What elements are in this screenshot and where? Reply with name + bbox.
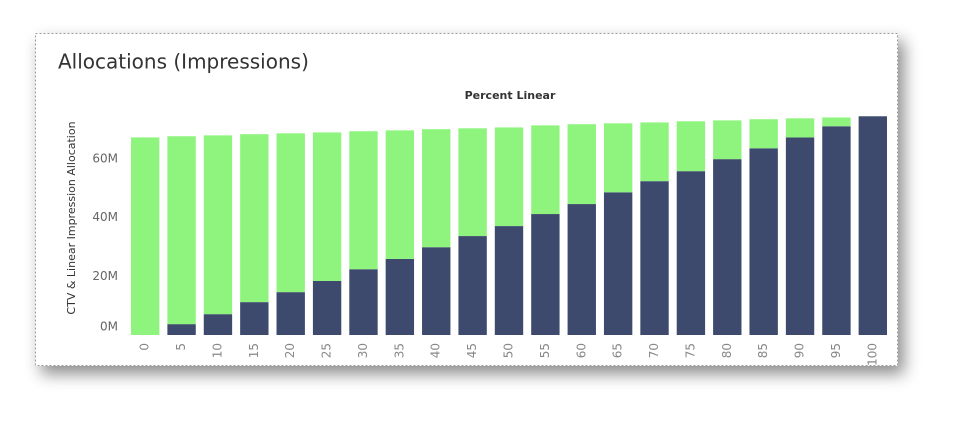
x-tick-label: 65 — [611, 343, 625, 358]
x-tick-label: 90 — [793, 343, 807, 358]
bar-segment — [676, 171, 706, 335]
bar-segment — [567, 204, 596, 335]
bar-segment — [240, 134, 269, 303]
card-border — [35, 33, 898, 366]
x-tick-label: 10 — [210, 343, 224, 358]
bar-segment — [822, 126, 851, 335]
bar-segment — [312, 132, 342, 281]
bar-segment — [422, 247, 451, 335]
bar-segment — [167, 136, 196, 325]
x-tick-label: 75 — [683, 343, 697, 358]
y-tick-label: 0M — [100, 320, 118, 334]
x-tick-label: 100 — [865, 343, 879, 366]
bar-segment — [676, 121, 706, 172]
bar-segment — [422, 129, 451, 248]
bar-segment — [458, 236, 487, 335]
x-tick-label: 70 — [647, 343, 661, 358]
x-tick-label: 60 — [574, 343, 588, 358]
x-tick-label: 40 — [429, 343, 443, 358]
y-tick-label: 60M — [92, 151, 118, 165]
y-tick-label: 40M — [92, 210, 118, 224]
bar-segment — [203, 314, 233, 335]
bar-segment — [531, 214, 560, 335]
x-axis-title: Percent Linear — [465, 89, 556, 102]
bar-segment — [349, 131, 378, 270]
bar-segment — [531, 125, 560, 215]
bar-segment — [713, 159, 742, 335]
chart-title: Allocations (Impressions) — [58, 50, 309, 74]
x-tick-label: 85 — [756, 343, 770, 358]
bar-segment — [640, 122, 669, 182]
bar-segment — [131, 137, 160, 335]
bar-segment — [167, 324, 196, 335]
bar-segment — [312, 280, 342, 335]
bar-segment — [203, 135, 233, 315]
bar-segment — [385, 258, 415, 335]
bar-segment — [749, 119, 778, 149]
bar-segment — [822, 117, 851, 127]
x-tick-label: 20 — [283, 343, 297, 358]
x-tick-label: 55 — [538, 343, 552, 358]
bar-segment — [349, 269, 378, 335]
bar-segment — [603, 192, 633, 335]
bar-segment — [494, 127, 524, 227]
x-tick-label: 80 — [720, 343, 734, 358]
bar-segment — [240, 302, 269, 335]
bar-segment — [785, 118, 815, 138]
x-tick-label: 0 — [138, 343, 152, 351]
x-tick-label: 5 — [174, 343, 188, 351]
x-tick-label: 35 — [392, 343, 406, 358]
x-tick-label: 45 — [465, 343, 479, 358]
bar-segment — [458, 128, 487, 237]
bar-segment — [603, 123, 633, 193]
x-tick-label: 95 — [829, 343, 843, 358]
x-tick-label: 25 — [320, 343, 334, 358]
bar-segment — [276, 292, 305, 335]
bar-segment — [276, 133, 305, 293]
x-tick-label: 30 — [356, 343, 370, 358]
bar-segment — [567, 124, 596, 205]
bar-segment — [385, 130, 415, 259]
x-tick-label: 50 — [502, 343, 516, 358]
bar-segment — [713, 120, 742, 160]
x-tick-label: 15 — [247, 343, 261, 358]
bar-segment — [858, 116, 887, 336]
y-tick-label: 20M — [92, 269, 118, 283]
bar-segment — [749, 148, 778, 335]
y-axis-title: CTV & Linear Impression Allocation — [65, 121, 78, 314]
bar-segment — [785, 137, 815, 335]
bar-segment — [640, 181, 669, 335]
bar-segment — [494, 226, 524, 335]
